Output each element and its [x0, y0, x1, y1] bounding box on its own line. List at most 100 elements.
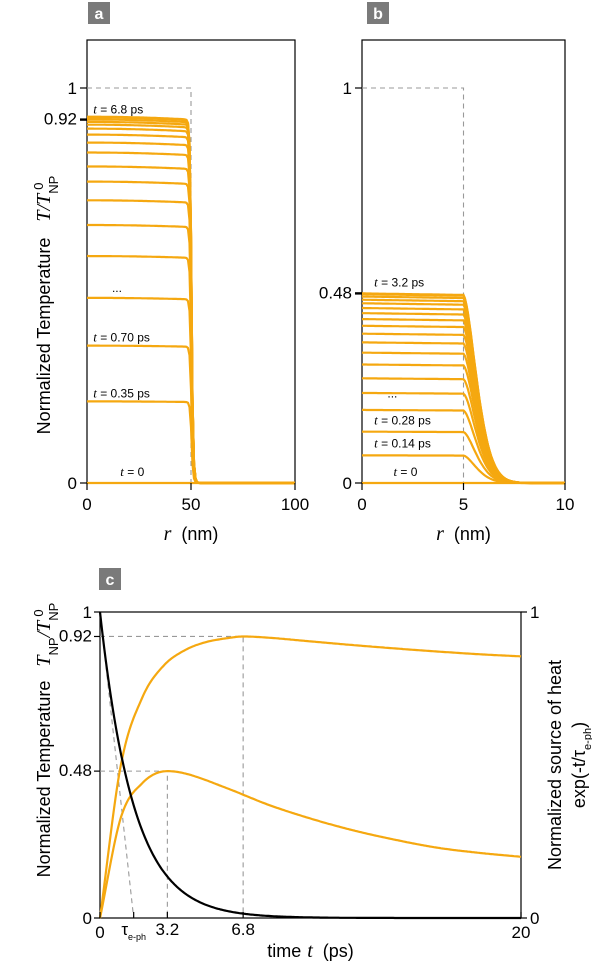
guide-line-a — [87, 87, 192, 483]
x-axis-label: time t (ps) — [267, 940, 354, 962]
x-tick-label: 50 — [182, 495, 201, 514]
y-tick-label: 0.48 — [59, 761, 92, 780]
y-right-axis-label-expr: exp(-t/τe-ph) — [569, 722, 592, 808]
annotation-rest: = 6.8 ps — [97, 103, 143, 117]
series-line-2 — [98, 770, 522, 919]
annotation-label: t = 0 — [120, 464, 144, 479]
x-axis-label-var: r — [436, 523, 444, 545]
x-axis-label-unit: (nm) — [181, 524, 218, 544]
annotation-label: ... — [112, 281, 122, 295]
y-right-expr-sub: e-ph — [582, 728, 592, 750]
ylabel-c-symbol: T — [33, 654, 55, 667]
ylabel-c-sup: 0 — [31, 609, 46, 616]
annotation-label: ... — [387, 386, 397, 400]
y-tick-label: 0.48 — [319, 283, 352, 302]
x-tick-label-tau: τ — [121, 920, 128, 939]
y-tick-label: 1 — [83, 603, 92, 622]
annotation-var: t — [93, 102, 97, 117]
ylabel-c-slash: / — [33, 629, 55, 638]
series-line — [87, 115, 295, 485]
svg-text:Normalized TemperatureT/TNP0: Normalized Temperature T/TNP0 — [31, 176, 61, 435]
annotation-var: t — [374, 435, 378, 450]
x-axis-label-unit: (nm) — [454, 524, 491, 544]
y-right-expr-main: exp(-t/τ — [569, 750, 589, 808]
x-tick-label: 0 — [357, 495, 366, 514]
ylabel-c-symbol2: T — [33, 619, 55, 632]
y-tick-label: 0 — [83, 909, 92, 928]
annotation-rest: = 0.70 ps — [97, 331, 150, 345]
x-tick-label: 100 — [281, 495, 309, 514]
annotation-rest: = 0 — [124, 465, 145, 479]
ylabel-ab: Normalized Temperature T/TNP0 — [31, 176, 61, 435]
series-line — [362, 454, 565, 485]
x-axis-label-pre: time — [267, 941, 301, 961]
x-tick-label: 0 — [82, 495, 91, 514]
guide-line-peak-1 — [100, 635, 244, 918]
x-axis-label: r (nm) — [164, 523, 219, 545]
x-tick-label: 0 — [95, 923, 104, 942]
x-axis-label: r (nm) — [436, 523, 491, 545]
panel-tag-a: a — [88, 2, 110, 24]
x-tick-label-sub: e-ph — [128, 932, 146, 942]
annotation-var: t — [120, 464, 124, 479]
ylabel-c: Normalized TemperatureTNP/TNP0 — [31, 603, 61, 878]
series-line-1 — [98, 635, 522, 919]
y-right-tick-label: 0 — [530, 909, 539, 928]
x-tick-label: 5 — [459, 495, 468, 514]
ylabel-c-sub1: NP — [46, 637, 61, 655]
series-line — [362, 292, 565, 485]
panel-tag-c: c — [99, 568, 121, 590]
y-tick-label: 0 — [68, 474, 77, 493]
y-right-axis-label: Normalized source of heat exp(-t/τe-ph) — [545, 660, 592, 870]
annotation-label: t = 0.35 ps — [93, 386, 150, 401]
x-axis-label-var: r — [164, 523, 172, 545]
annotation-var: t — [393, 464, 397, 479]
annotation-label: t = 0.70 ps — [93, 330, 150, 345]
annotation-var: t — [374, 275, 378, 290]
panel-tag-b: b — [367, 2, 389, 24]
ylabel-ab-sub: NP — [46, 176, 61, 194]
annotation-var: t — [93, 330, 97, 345]
ylabel-ab-symbol: T/T — [33, 192, 55, 222]
guide-line-b — [362, 87, 465, 483]
y-tick-label: 0 — [343, 474, 352, 493]
annotation-var: t — [374, 413, 378, 428]
annotation-label: t = 0.28 ps — [374, 413, 431, 428]
y-tick-label: 1 — [68, 79, 77, 98]
annotation-label: t = 0.14 ps — [374, 435, 431, 450]
panel-tag-b-label: b — [373, 6, 383, 23]
annotation-label: t = 3.2 ps — [374, 275, 424, 290]
x-tick-label: 20 — [512, 923, 531, 942]
annotation-rest: = 0.28 ps — [378, 414, 431, 428]
y-right-expr-close: ) — [569, 722, 589, 728]
annotation-rest: = 0 — [397, 465, 418, 479]
y-right-tick-label: 1 — [530, 603, 539, 622]
y-right-axis-label-text: Normalized source of heat — [545, 660, 565, 870]
annotation-rest: = 3.2 ps — [378, 276, 424, 290]
annotation-var: t — [93, 386, 97, 401]
panel-tag-a-label: a — [95, 6, 104, 23]
ylabel-c-sub2: NP — [46, 603, 61, 621]
annotation-rest: = 0.35 ps — [97, 387, 150, 401]
y-tick-label: 0.92 — [59, 626, 92, 645]
ylabel-ab-sup: 0 — [31, 182, 46, 189]
ylabel-ab-text: Normalized Temperature — [34, 238, 54, 435]
svg-text:Normalized TemperatureTNP/TNP0: Normalized TemperatureTNP/TNP0 — [31, 603, 61, 878]
x-tick-label: 6.8 — [231, 920, 255, 939]
panel-tag-c-label: c — [106, 572, 115, 589]
x-tick-label: τe-ph — [121, 920, 146, 942]
tangent-line — [99, 611, 135, 919]
annotation-label: t = 0 — [393, 464, 417, 479]
annotation-label: t = 6.8 ps — [93, 102, 143, 117]
x-axis-label-var: t — [307, 940, 313, 962]
ylabel-c-text: Normalized Temperature — [34, 681, 54, 878]
x-tick-label: 3.2 — [156, 920, 180, 939]
x-tick-label: 10 — [556, 495, 575, 514]
annotation-rest: = 0.14 ps — [378, 436, 431, 450]
y-tick-label: 1 — [343, 79, 352, 98]
series-line-source — [98, 611, 521, 920]
